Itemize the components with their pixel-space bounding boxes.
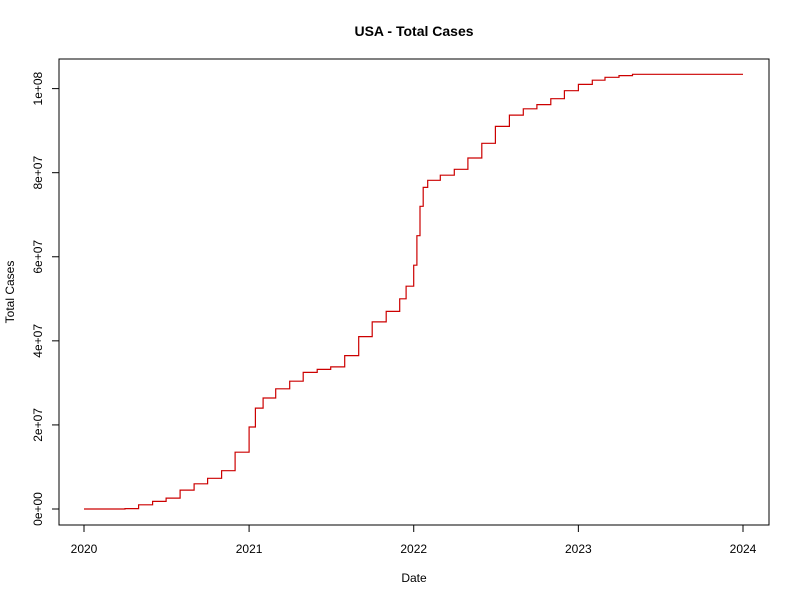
plot-frame — [58, 58, 770, 526]
y-tick-label: 1e+08 — [31, 71, 45, 105]
x-tick-label: 2022 — [400, 542, 427, 556]
y-tick-label: 4e+07 — [31, 324, 45, 358]
chart-title: USA - Total Cases — [354, 23, 473, 39]
x-tick-label: 2020 — [71, 542, 98, 556]
y-tick-label: 0e+00 — [31, 492, 45, 526]
x-axis: 2020 2021 2022 2023 2024 — [71, 524, 757, 556]
x-axis-label: Date — [401, 571, 427, 585]
series-line-total-cases — [84, 73, 743, 510]
y-tick-label: 2e+07 — [31, 408, 45, 442]
y-axis-label: Total Cases — [3, 261, 17, 324]
y-tick-label: 6e+07 — [31, 240, 45, 274]
x-tick-label: 2021 — [236, 542, 263, 556]
x-tick-label: 2023 — [565, 542, 592, 556]
y-axis: 0e+00 2e+07 4e+07 6e+07 8e+07 1e+08 — [31, 71, 60, 526]
y-tick-label: 8e+07 — [31, 156, 45, 190]
x-tick-label: 2024 — [730, 542, 757, 556]
